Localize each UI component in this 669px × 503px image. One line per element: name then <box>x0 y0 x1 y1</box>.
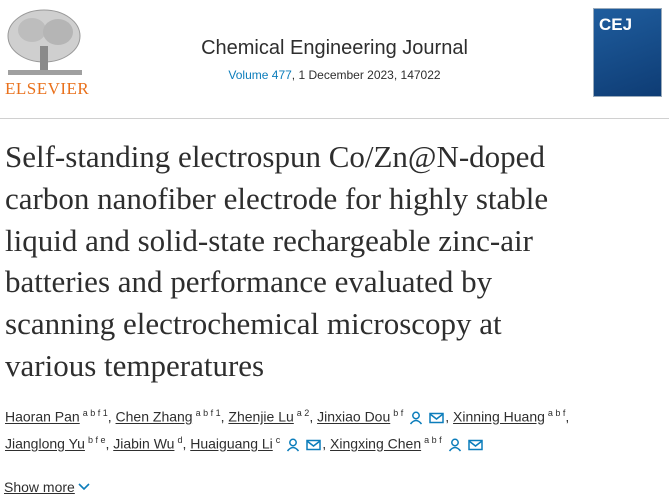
affiliation-marks: a b f 1 <box>82 408 108 418</box>
person-icon[interactable] <box>286 438 300 452</box>
author-name[interactable]: Jinxiao Dou <box>317 408 391 425</box>
author-separator: , <box>107 408 112 425</box>
title-line: liquid and solid-state rechargeable zinc… <box>5 222 533 258</box>
author-name[interactable]: Zhenjie Lu <box>228 408 294 425</box>
volume-info: Volume 477, 1 December 2023, 147022 <box>0 68 669 82</box>
author-separator: , <box>445 408 450 425</box>
author-list: Haoran Pan a b f 1, Chen Zhang a b f 1, Zh… <box>5 408 569 462</box>
author-row: Jianglong Yu b f e, Jiabin Wu d, Huaiguang… <box>5 435 569 462</box>
journal-cover[interactable]: CEJ <box>593 8 662 97</box>
title-line: batteries and performance evaluated by <box>5 264 493 300</box>
person-icon[interactable] <box>409 411 423 425</box>
author-separator: , <box>182 435 187 452</box>
author-name[interactable]: Chen Zhang <box>115 408 193 425</box>
affiliation-marks: a b f 1 <box>195 408 221 418</box>
mail-icon[interactable] <box>429 411 445 425</box>
author-name[interactable]: Huaiguang Li <box>190 435 273 452</box>
author-name[interactable]: Haoran Pan <box>5 408 80 425</box>
person-icon[interactable] <box>448 438 462 452</box>
show-more-button[interactable]: Show more <box>4 479 90 495</box>
journal-link[interactable]: Chemical Engineering Journal <box>201 37 468 59</box>
title-line: carbon nanofiber electrode for highly st… <box>5 180 549 216</box>
affiliation-marks: d <box>177 435 183 445</box>
affiliation-marks: b f <box>393 408 404 418</box>
author-separator: , <box>105 435 110 452</box>
title-line: scanning electrochemical microscopy at <box>5 306 502 342</box>
volume-link[interactable]: Volume 477 <box>228 68 292 82</box>
author-separator: , <box>322 435 327 452</box>
author-name[interactable]: Jiabin Wu <box>113 435 175 452</box>
mail-icon[interactable] <box>467 438 484 452</box>
affiliation-marks: a 2 <box>296 408 310 418</box>
affiliation-marks: b f e <box>87 435 106 445</box>
show-more-text: Show more <box>4 479 75 495</box>
title-line: Self-standing electrospun Co/Zn@N-doped <box>5 139 545 174</box>
elsevier-tree-logo <box>7 9 82 75</box>
author-row: Haoran Pan a b f 1, Chen Zhang a b f 1, Zh… <box>5 408 569 435</box>
chevron-icon <box>78 483 90 491</box>
author-separator: , <box>309 408 314 425</box>
article-title: Self-standing electrospun Co/Zn@N-doped c… <box>5 136 548 387</box>
affiliation-marks: a b f <box>547 408 566 418</box>
cover-title: CEJ <box>599 15 633 34</box>
issue-info: , 1 December 2023, 147022 <box>291 68 441 82</box>
author-name[interactable]: Xinning Huang <box>453 408 545 425</box>
publisher-name: ELSEVIER <box>5 79 90 98</box>
divider <box>0 118 669 119</box>
affiliation-marks: c <box>275 435 281 445</box>
affiliation-marks: a b f <box>424 435 442 445</box>
author-separator: , <box>565 408 570 425</box>
mail-icon[interactable] <box>306 438 322 452</box>
author-separator: , <box>220 408 225 425</box>
author-name[interactable]: Xingxing Chen <box>330 435 422 452</box>
title-line: various temperatures <box>5 347 265 383</box>
author-name[interactable]: Jianglong Yu <box>5 435 85 452</box>
